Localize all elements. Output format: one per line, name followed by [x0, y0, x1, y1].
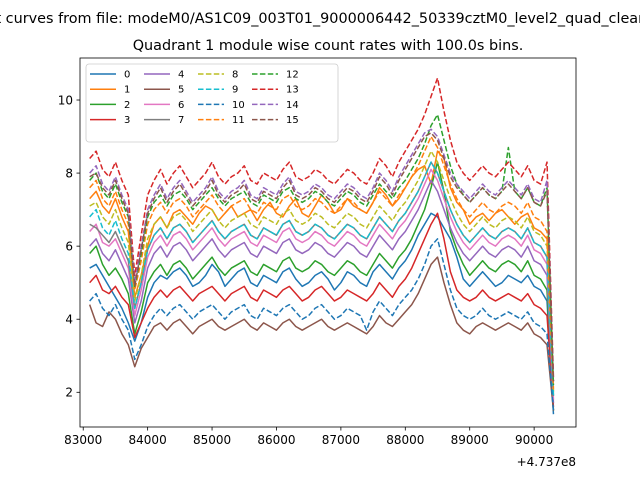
series-line-3	[89, 212, 555, 407]
legend-label-3: 3	[124, 115, 130, 126]
x-tick-label: 87000	[322, 433, 360, 447]
legend-label-1: 1	[124, 85, 130, 96]
x-tick-label: 84000	[129, 433, 167, 447]
y-axis: 2 4 6 8 10	[58, 93, 80, 400]
series-line-13	[89, 77, 555, 378]
plot-frame	[79, 57, 577, 428]
chart-title: Quadrant 1 module wise count rates with …	[133, 38, 524, 54]
series-line-2	[89, 161, 555, 411]
series-line-6	[89, 168, 555, 400]
legend-label-10: 10	[232, 100, 245, 111]
legend-label-13: 13	[286, 85, 299, 96]
legend-label-7: 7	[178, 115, 184, 126]
series-line-0	[89, 212, 555, 415]
figure-suptitle: Light curves from file: modeM0/AS1C09_00…	[0, 11, 640, 27]
x-tick-label: 88000	[386, 433, 424, 447]
legend-label-8: 8	[232, 70, 238, 81]
y-tick-label: 8	[65, 166, 73, 180]
legend-label-12: 12	[286, 70, 299, 81]
series-line-10	[89, 238, 555, 411]
x-axis: 83000 84000 85000 86000 87000 88000 89000 90000	[64, 427, 553, 447]
legend-label-0: 0	[124, 70, 130, 81]
legend-label-4: 4	[178, 70, 184, 81]
x-tick-label: 86000	[257, 433, 295, 447]
x-tick-label: 85000	[193, 433, 231, 447]
x-tick-label: 89000	[451, 433, 489, 447]
series-line-8	[89, 150, 555, 393]
legend-label-6: 6	[178, 100, 184, 111]
legend-label-14: 14	[286, 100, 299, 111]
y-tick-label: 4	[65, 313, 73, 327]
legend-label-2: 2	[124, 100, 130, 111]
y-tick-label: 2	[65, 386, 73, 400]
x-tick-label: 83000	[64, 433, 102, 447]
series-line-15	[89, 132, 555, 382]
legend-label-11: 11	[232, 115, 245, 126]
legend-label-5: 5	[178, 85, 184, 96]
x-tick-label: 90000	[515, 433, 553, 447]
series-line-5	[88, 256, 555, 411]
series-line-4	[89, 179, 555, 404]
y-tick-label: 6	[65, 239, 73, 253]
legend-frame	[85, 63, 339, 143]
y-tick-label: 10	[58, 93, 73, 107]
series-layer	[88, 77, 555, 415]
legend-label-9: 9	[232, 85, 238, 96]
series-line-11	[89, 135, 555, 389]
series-line-9	[89, 161, 555, 396]
legend-label-15: 15	[286, 115, 299, 126]
x-axis-offset-label: +4.737e8	[517, 455, 576, 469]
